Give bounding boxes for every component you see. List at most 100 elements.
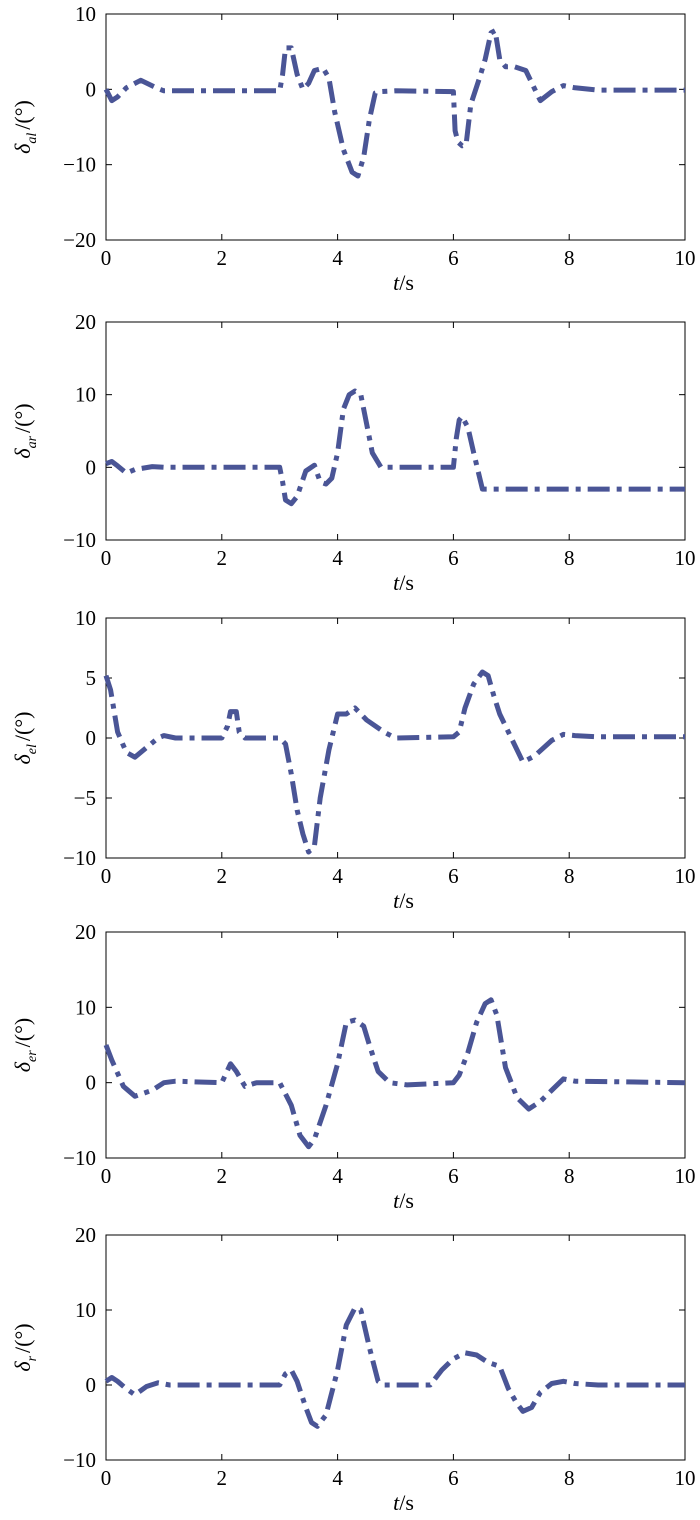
x-tick-label: 2 <box>217 246 228 270</box>
y-axis-subscript: r <box>25 1355 40 1361</box>
y-axis-label: δal /(°) <box>10 100 40 154</box>
y-axis-subscript: el <box>25 744 40 754</box>
series-line <box>103 28 685 179</box>
x-axis-symbol: t <box>393 1490 400 1515</box>
y-tick-label: 20 <box>75 920 96 944</box>
y-axis-symbol: δ <box>10 1361 35 1372</box>
y-tick-label: 5 <box>86 666 97 690</box>
x-tick-label: 10 <box>675 1466 696 1490</box>
x-tick-label: 2 <box>217 546 228 570</box>
y-tick-label: −10 <box>63 528 96 552</box>
axes-frame <box>105 321 686 541</box>
y-axis-symbol: δ <box>10 143 35 154</box>
x-tick-label: 10 <box>675 1164 696 1188</box>
y-axis-subscript: er <box>25 1050 40 1062</box>
y-axis-symbol: δ <box>10 448 35 459</box>
x-tick-label: 4 <box>332 1164 343 1188</box>
x-axis-symbol: t <box>393 270 400 295</box>
y-axis-unit: /(°) <box>10 1323 35 1353</box>
series-line <box>104 1305 685 1429</box>
y-axis-label: δar /(°) <box>10 403 40 458</box>
y-tick-label: 0 <box>86 726 97 750</box>
y-axis-unit: /(°) <box>10 712 35 742</box>
y-axis-unit: /(°) <box>10 1018 35 1048</box>
x-tick-label: 0 <box>101 1466 112 1490</box>
x-axis-label: t/s <box>393 270 414 295</box>
y-axis-unit: /(°) <box>10 100 35 130</box>
y-tick-label: 10 <box>75 606 96 630</box>
axes-frame <box>105 931 686 1159</box>
x-tick-label: 8 <box>564 864 575 888</box>
x-axis-label: t/s <box>393 1490 414 1515</box>
x-tick-label: 8 <box>564 546 575 570</box>
y-tick-label: 10 <box>75 995 96 1019</box>
y-tick-label: −5 <box>74 786 96 810</box>
x-axis-unit: /s <box>399 1188 414 1213</box>
x-axis-unit: /s <box>399 570 414 595</box>
series-line <box>105 388 685 507</box>
y-tick-label: −20 <box>63 228 96 252</box>
x-tick-label: 4 <box>332 246 343 270</box>
series-line <box>103 669 685 855</box>
y-tick-label: 0 <box>86 77 97 101</box>
y-axis-symbol: δ <box>10 753 35 764</box>
x-tick-label: 6 <box>448 1164 459 1188</box>
x-tick-label: 4 <box>332 546 343 570</box>
subplot-1: 0 2 4 6 8 10 −20 −10 0 10 t/s δal /(°) <box>10 2 696 295</box>
x-tick-label: 0 <box>101 546 112 570</box>
x-tick-label: 10 <box>675 246 696 270</box>
y-tick-label: 0 <box>86 1373 97 1397</box>
x-tick-label: 8 <box>564 246 575 270</box>
x-tick-label: 0 <box>101 246 112 270</box>
y-tick-label: −10 <box>63 1146 96 1170</box>
y-axis-unit: /(°) <box>10 403 35 433</box>
x-tick-label: 4 <box>332 1466 343 1490</box>
axes-frame <box>105 13 686 241</box>
x-axis-symbol: t <box>393 1188 400 1213</box>
y-axis-symbol: δ <box>10 1061 35 1072</box>
y-tick-label: −10 <box>63 1448 96 1472</box>
y-axis-subscript: ar <box>25 435 40 448</box>
subplot-3: 0 2 4 6 8 10 −10 −5 0 5 10 t/s δel /(°) <box>10 606 696 913</box>
y-axis-label: δel /(°) <box>10 712 40 765</box>
x-axis-label: t/s <box>393 888 414 913</box>
x-tick-label: 8 <box>564 1164 575 1188</box>
y-tick-label: 10 <box>75 2 96 26</box>
y-axis-label: δer /(°) <box>10 1018 40 1072</box>
x-axis-symbol: t <box>393 888 400 913</box>
y-tick-label: −10 <box>63 846 96 870</box>
x-tick-label: 10 <box>675 546 696 570</box>
y-tick-label: 0 <box>86 1071 97 1095</box>
x-tick-label: 8 <box>564 1466 575 1490</box>
x-tick-label: 10 <box>675 864 696 888</box>
x-axis-unit: /s <box>399 888 414 913</box>
y-tick-label: 0 <box>86 455 97 479</box>
x-axis-unit: /s <box>399 270 414 295</box>
y-tick-label: 10 <box>75 383 96 407</box>
x-axis-symbol: t <box>393 570 400 595</box>
series-line <box>103 997 686 1150</box>
x-axis-label: t/s <box>393 570 414 595</box>
x-axis-label: t/s <box>393 1188 414 1213</box>
x-tick-label: 6 <box>448 1466 459 1490</box>
x-tick-label: 6 <box>448 864 459 888</box>
y-tick-label: 10 <box>75 1298 96 1322</box>
y-tick-label: 20 <box>75 310 96 334</box>
y-axis-label: δr /(°) <box>10 1323 40 1371</box>
y-tick-label: 20 <box>75 1223 96 1247</box>
x-tick-label: 2 <box>217 1466 228 1490</box>
axes-frame <box>105 1234 686 1461</box>
x-tick-label: 6 <box>448 546 459 570</box>
x-tick-label: 2 <box>217 1164 228 1188</box>
y-tick-label: −10 <box>63 153 96 177</box>
y-axis-subscript: al <box>25 133 40 144</box>
x-tick-label: 4 <box>332 864 343 888</box>
x-tick-label: 6 <box>448 246 459 270</box>
x-tick-label: 0 <box>101 1164 112 1188</box>
x-axis-unit: /s <box>399 1490 414 1515</box>
x-tick-label: 2 <box>217 864 228 888</box>
